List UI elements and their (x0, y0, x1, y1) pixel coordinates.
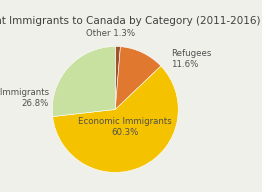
Wedge shape (115, 47, 161, 109)
Wedge shape (53, 66, 178, 172)
Wedge shape (52, 46, 115, 117)
Text: Economic Immigrants
60.3%: Economic Immigrants 60.3% (78, 117, 172, 137)
Text: Other 1.3%: Other 1.3% (86, 29, 135, 38)
Text: Family Class Immigrants
26.8%: Family Class Immigrants 26.8% (0, 88, 49, 108)
Title: Recent Immigrants to Canada by Category (2011-2016): Recent Immigrants to Canada by Category … (0, 16, 260, 26)
Wedge shape (115, 46, 121, 109)
Text: Refugees
11.6%: Refugees 11.6% (171, 49, 211, 69)
